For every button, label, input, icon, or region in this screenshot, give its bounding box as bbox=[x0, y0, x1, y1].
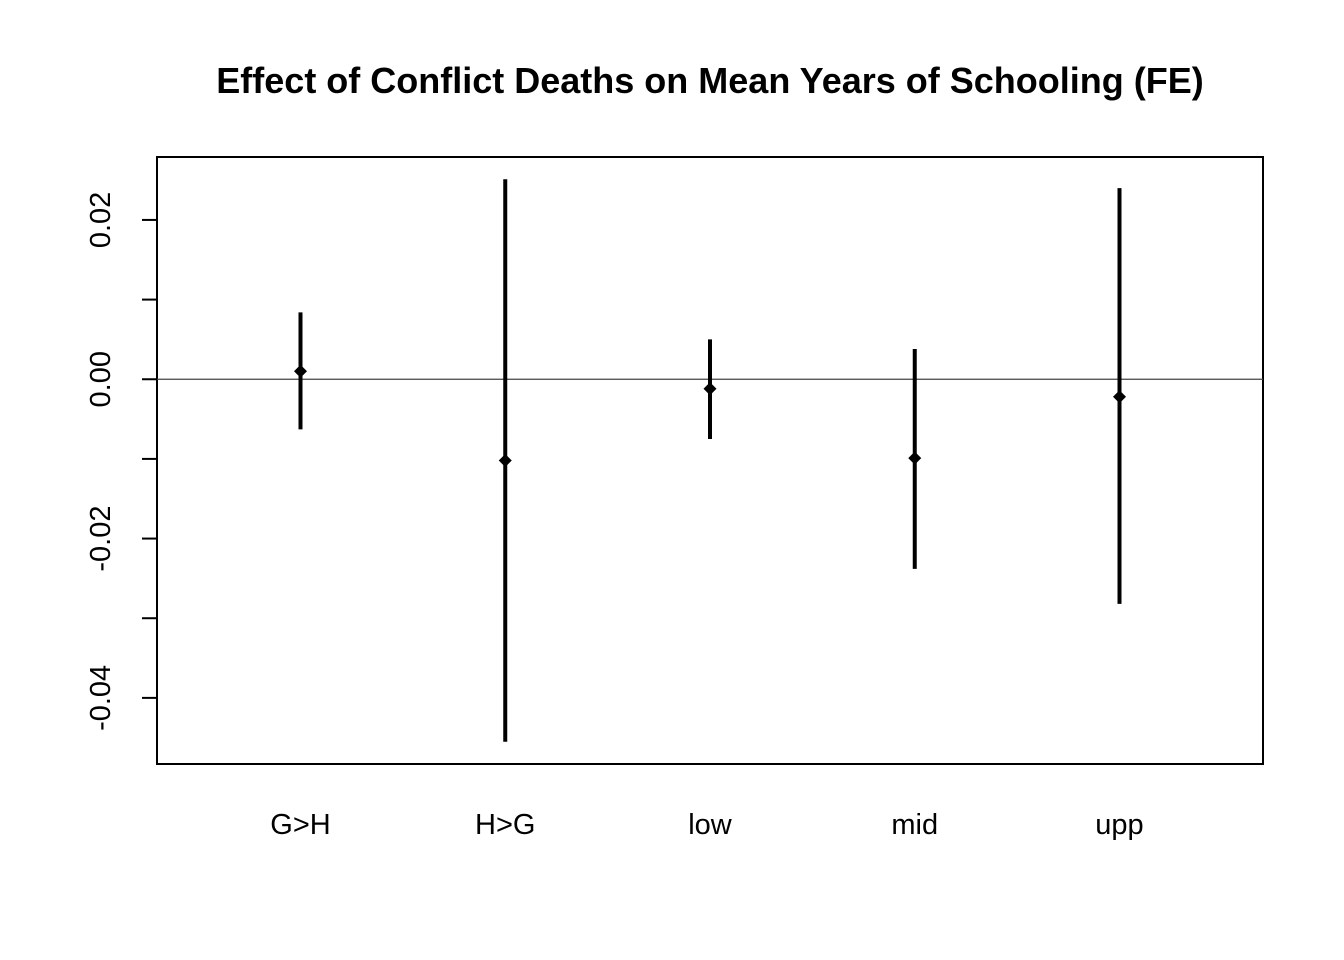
plot-frame bbox=[156, 156, 1264, 765]
y-axis: -0.04 -0.02 0.00 0.02 bbox=[85, 192, 157, 731]
x-tick-label: G>H bbox=[270, 809, 330, 841]
x-tick-label: H>G bbox=[475, 809, 535, 841]
point-estimate bbox=[908, 451, 922, 465]
chart-title: Effect of Conflict Deaths on Mean Years … bbox=[216, 60, 1203, 101]
y-tick-label: -0.02 bbox=[85, 506, 117, 572]
y-tick-label: 0.00 bbox=[85, 351, 117, 407]
point-estimate bbox=[498, 454, 512, 467]
x-tick-label: upp bbox=[1095, 809, 1143, 841]
point-estimate bbox=[703, 382, 717, 396]
estimates-layer bbox=[294, 179, 1126, 742]
point-estimate bbox=[294, 364, 307, 378]
y-tick-label: 0.02 bbox=[85, 192, 117, 248]
point-estimate bbox=[1113, 390, 1126, 404]
x-tick-label: low bbox=[688, 809, 733, 841]
y-tick-label: -0.04 bbox=[85, 665, 117, 731]
x-axis-labels: G>H H>G low mid upp bbox=[270, 809, 1143, 841]
x-tick-label: mid bbox=[891, 809, 938, 841]
